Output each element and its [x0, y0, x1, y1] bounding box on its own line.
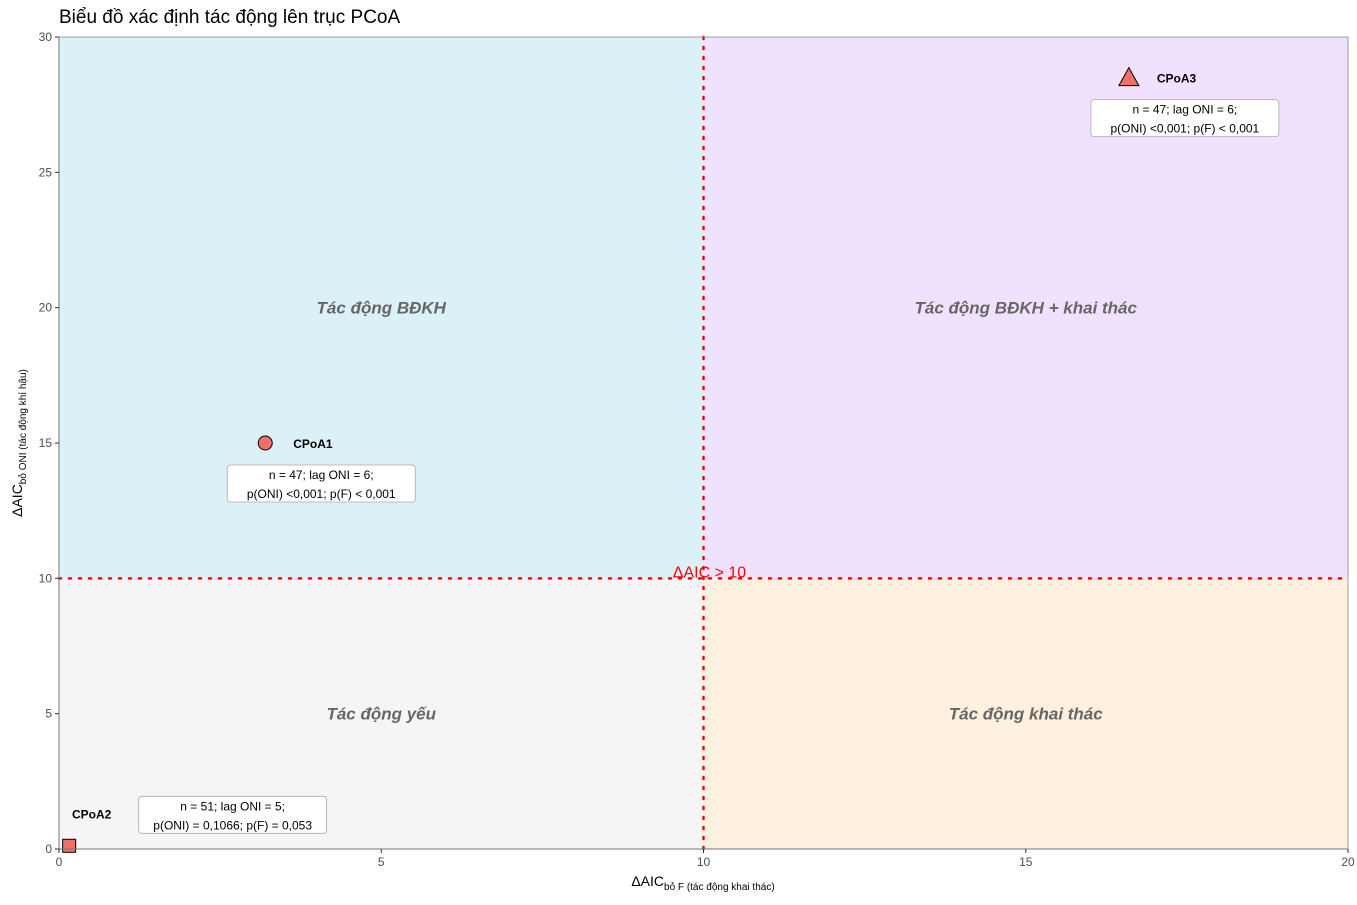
quadrant-label: Tác động khai thác — [949, 705, 1104, 724]
threshold-lines: ΔAIC > 10 — [57, 35, 1350, 851]
points: CPoA1 n = 47; lag ONI = 6; p(ONI) <0,001; … — [62, 66, 1280, 853]
point-CPoA1 — [257, 435, 273, 451]
y-axis-label: ΔAICbỏ ONI (tác động khí hậu) — [9, 369, 29, 517]
y-tick-label: 5 — [45, 707, 52, 721]
x-tick-label: 15 — [1019, 855, 1033, 869]
y-tick-label: 15 — [39, 436, 53, 450]
point-CPoA2 — [62, 838, 77, 853]
annotation-text: n = 47; lag ONI = 6; — [269, 468, 374, 482]
point-label: CPoA1 — [293, 437, 333, 451]
x-axis-label-main: ΔAIC — [631, 873, 664, 889]
x-axis-label-sub: bỏ F (tác động khai thác) — [664, 881, 775, 893]
threshold-label: ΔAIC > 10 — [673, 564, 746, 581]
point-label: CPoA2 — [72, 807, 112, 821]
y-tick-label: 10 — [39, 571, 53, 585]
quadrant-3 — [703, 578, 1348, 849]
x-tick-label: 20 — [1341, 855, 1355, 869]
axes: 0 5 10 15 20 0 5 10 15 20 25 30 — [39, 30, 1355, 869]
chart-title: Biểu đồ xác định tác động lên trục PCoA — [59, 7, 400, 28]
x-tick-label: 10 — [697, 855, 711, 869]
x-tick-label: 0 — [56, 855, 63, 869]
annotation-text: p(ONI) = 0,1066; p(F) = 0,053 — [153, 818, 312, 832]
x-axis-label: ΔAICbỏ F (tác động khai thác) — [631, 873, 774, 893]
point-CPoA3 — [1118, 66, 1140, 87]
y-axis-label-sub: bỏ ONI (tác động khí hậu) — [17, 369, 29, 484]
y-tick-label: 20 — [39, 301, 53, 315]
y-tick-label: 25 — [39, 165, 53, 179]
annotation-box — [138, 795, 328, 834]
annotation-box — [226, 464, 416, 503]
x-tick-label: 5 — [378, 855, 385, 869]
y-tick-label: 0 — [45, 842, 52, 856]
annotation-text: n = 47; lag ONI = 6; — [1133, 103, 1238, 117]
y-axis-label-main: ΔAIC — [9, 484, 25, 517]
annotation-text: n = 51; lag ONI = 5; — [180, 799, 285, 813]
y-tick-label: 30 — [39, 30, 53, 44]
annotation-text: p(ONI) <0,001; p(F) < 0,001 — [1110, 122, 1259, 136]
annotation-box — [1090, 99, 1280, 137]
quadrant-label: Tác động yếu — [326, 705, 436, 724]
annotation-text: p(ONI) <0,001; p(F) < 0,001 — [247, 487, 396, 501]
quadrant-label: Tác động BĐKH — [317, 299, 447, 318]
point-label: CPoA3 — [1157, 72, 1197, 86]
quadrant-label: Tác động BĐKH + khai thác — [915, 299, 1138, 318]
